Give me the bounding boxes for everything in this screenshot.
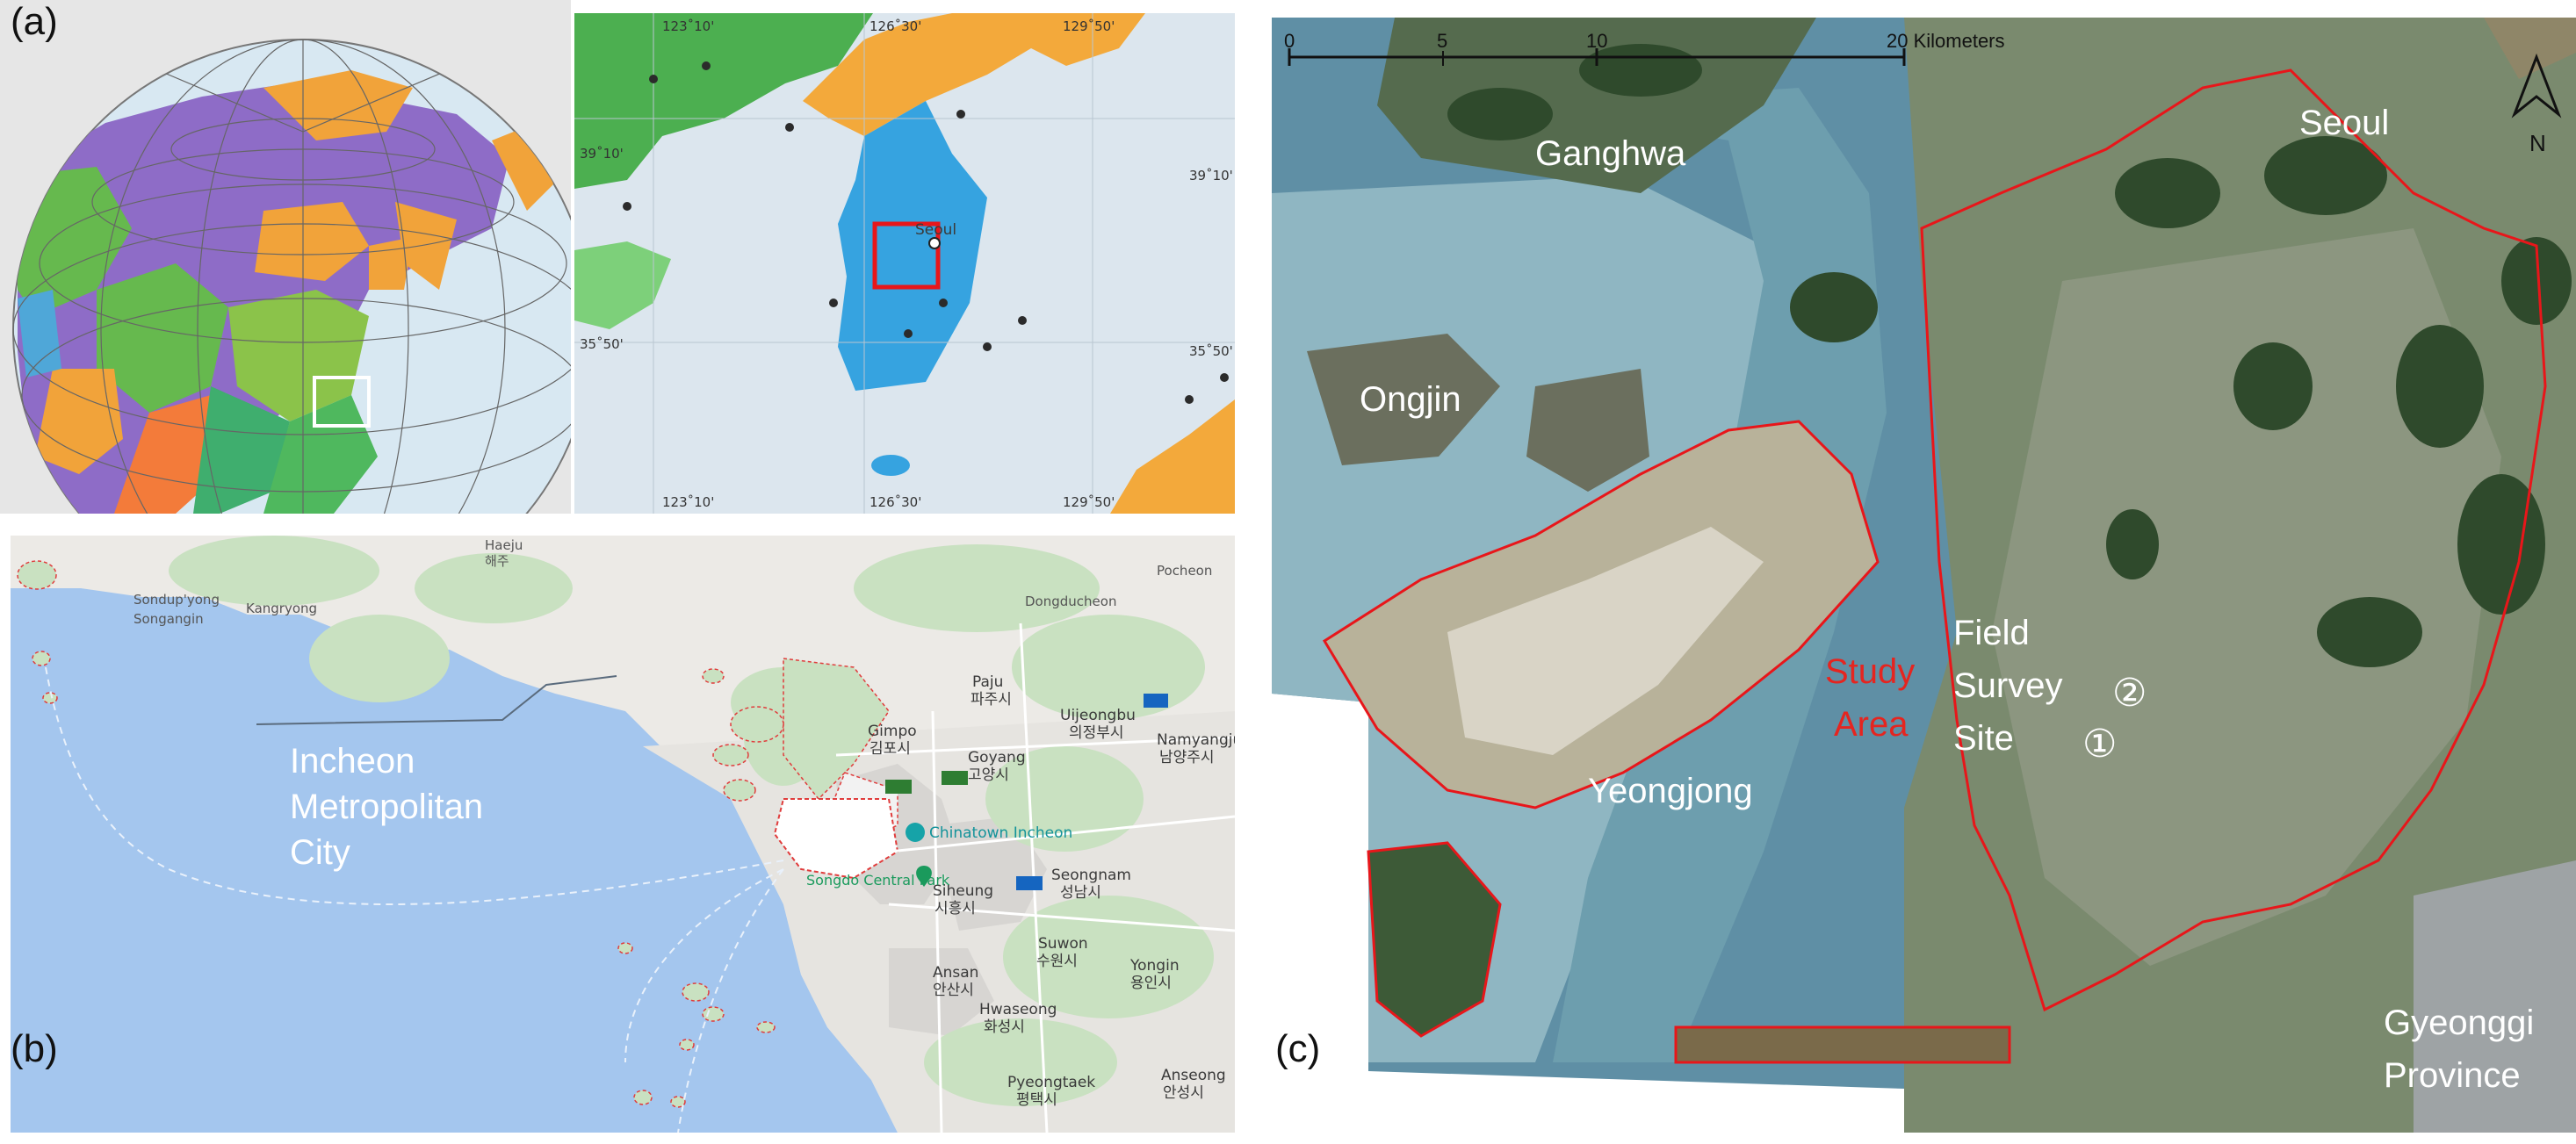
place-namyangju: Namyangju — [1157, 731, 1235, 749]
coord-left-2: 35˚50' — [580, 336, 624, 352]
place-hwaseong: Hwaseong — [979, 1001, 1057, 1018]
place-anseong-ko: 안성시 — [1163, 1084, 1204, 1102]
place-namyangju-ko: 남양주시 — [1159, 749, 1215, 766]
place-siheung: Siheung — [933, 882, 993, 900]
region-ganghwa: Ganghwa — [1535, 134, 1686, 173]
field-survey-line-2: Survey — [1953, 666, 2063, 705]
place-pyeongtaek: Pyeongtaek — [1007, 1074, 1095, 1091]
park-marker-icon[interactable] — [916, 866, 932, 887]
place-sondupyong: Sondup'yong — [133, 592, 220, 608]
scale-label-5: 5 — [1437, 30, 1447, 52]
place-pocheon: Pocheon — [1157, 563, 1212, 579]
place-paju-ko: 파주시 — [971, 691, 1012, 709]
incheon-regional-map: Paju 파주시 Gimpo 김포시 Goyang 고양시 Uijeongbu … — [11, 536, 1235, 1133]
coord-left-1: 39˚10' — [580, 146, 624, 162]
place-siheung-ko: 시흥시 — [934, 900, 976, 917]
panel-b-label: (b) — [11, 1027, 58, 1070]
poi-songdo-central-park[interactable]: Songdo Central Park — [806, 872, 950, 889]
place-paju: Paju — [972, 673, 1003, 691]
place-suwon-ko: 수원시 — [1036, 953, 1078, 970]
chinatown-marker-icon[interactable] — [906, 823, 925, 842]
panel-a-inset: Seoul 123˚10' 126˚30' 129˚50' 123˚10' 12… — [574, 13, 1235, 514]
province-line-2: Province — [2384, 1056, 2521, 1095]
korea-inset-map: Seoul 123˚10' 126˚30' 129˚50' 123˚10' 12… — [574, 13, 1235, 514]
place-uijeongbu-ko: 의정부시 — [1069, 724, 1124, 742]
incheon-title-line-3: City — [290, 833, 350, 872]
coord-bottom-1: 123˚10' — [662, 494, 714, 510]
north-label: N — [2529, 130, 2546, 156]
incheon-title-line-2: Metropolitan — [290, 788, 483, 826]
coord-bottom-2: 126˚30' — [869, 494, 921, 510]
place-haeju: Haeju — [485, 537, 523, 553]
study-area-line-2: Area — [1834, 705, 1909, 744]
place-seongnam: Seongnam — [1051, 867, 1131, 884]
place-ansan-ko: 안산시 — [933, 982, 974, 999]
survey-site-1-marker: ① — [2082, 723, 2117, 766]
survey-site-2-marker: ② — [2112, 672, 2147, 715]
seoul-label: Seoul — [915, 221, 956, 239]
place-suwon: Suwon — [1038, 935, 1088, 953]
north-arrow-icon: N — [2511, 53, 2562, 156]
place-songangin: Songangin — [133, 611, 204, 627]
place-haeju-ko: 해주 — [485, 553, 509, 569]
place-ansan: Ansan — [933, 964, 978, 982]
place-yongin: Yongin — [1129, 957, 1180, 975]
study-area-line-1: Study — [1825, 652, 1915, 691]
region-seoul: Seoul — [2299, 104, 2389, 142]
scale-label-0: 0 — [1284, 30, 1295, 52]
province-line-1: Gyeonggi — [2384, 1004, 2534, 1042]
scale-bar: 0 5 10 20 Kilometers — [1284, 30, 2005, 66]
place-anseong: Anseong — [1161, 1067, 1226, 1084]
place-pyeongtaek-ko: 평택시 — [1016, 1091, 1057, 1109]
study-area-satellite-map: 0 5 10 20 Kilometers N Ganghwa Seoul Ong… — [1272, 18, 2576, 1133]
place-hwaseong-ko: 화성시 — [984, 1018, 1025, 1036]
seoul-highlight-box — [872, 221, 941, 290]
panel-a-label: (a) — [11, 0, 58, 43]
place-goyang: Goyang — [968, 749, 1026, 766]
panel-c-satellite: 0 5 10 20 Kilometers N Ganghwa Seoul Ong… — [1272, 18, 2576, 1133]
scale-label-20km: 20 Kilometers — [1887, 30, 2005, 52]
panel-c-label: (c) — [1275, 1027, 1321, 1070]
globe-map — [12, 39, 571, 514]
coord-top-3: 129˚50' — [1063, 18, 1115, 34]
place-yongin-ko: 용인시 — [1130, 975, 1172, 992]
field-survey-line-3: Site — [1953, 719, 2014, 758]
yeongjong-boundary — [1322, 420, 1880, 809]
incheon-title-line-1: Incheon — [290, 742, 415, 781]
place-seongnam-ko: 성남시 — [1060, 884, 1101, 902]
coord-bottom-3: 129˚50' — [1063, 494, 1115, 510]
place-gimpo: Gimpo — [868, 723, 917, 740]
globe-highlight-box — [313, 376, 371, 428]
region-ongjin: Ongjin — [1360, 380, 1461, 419]
panel-b-map: Paju 파주시 Gimpo 김포시 Goyang 고양시 Uijeongbu … — [11, 536, 1235, 1133]
place-kangryong: Kangryong — [246, 601, 317, 616]
place-uijeongbu: Uijeongbu — [1060, 707, 1136, 724]
coord-top-2: 126˚30' — [869, 18, 921, 34]
field-survey-line-1: Field — [1953, 614, 2030, 652]
panel-a-globe — [0, 0, 571, 514]
coord-right-2: 35˚50' — [1189, 343, 1233, 359]
coord-right-1: 39˚10' — [1189, 168, 1233, 183]
muui-boundary — [1367, 841, 1502, 1038]
region-yeongjong: Yeongjong — [1588, 772, 1753, 810]
poi-chinatown-incheon[interactable]: Chinatown Incheon — [929, 824, 1072, 842]
coord-top-1: 123˚10' — [662, 18, 714, 34]
place-goyang-ko: 고양시 — [968, 766, 1009, 784]
scale-label-10: 10 — [1586, 30, 1607, 52]
incheon-mainland-boundary — [1920, 68, 2547, 1012]
place-gimpo-ko: 김포시 — [869, 740, 911, 758]
place-dongducheon: Dongducheon — [1025, 594, 1116, 609]
